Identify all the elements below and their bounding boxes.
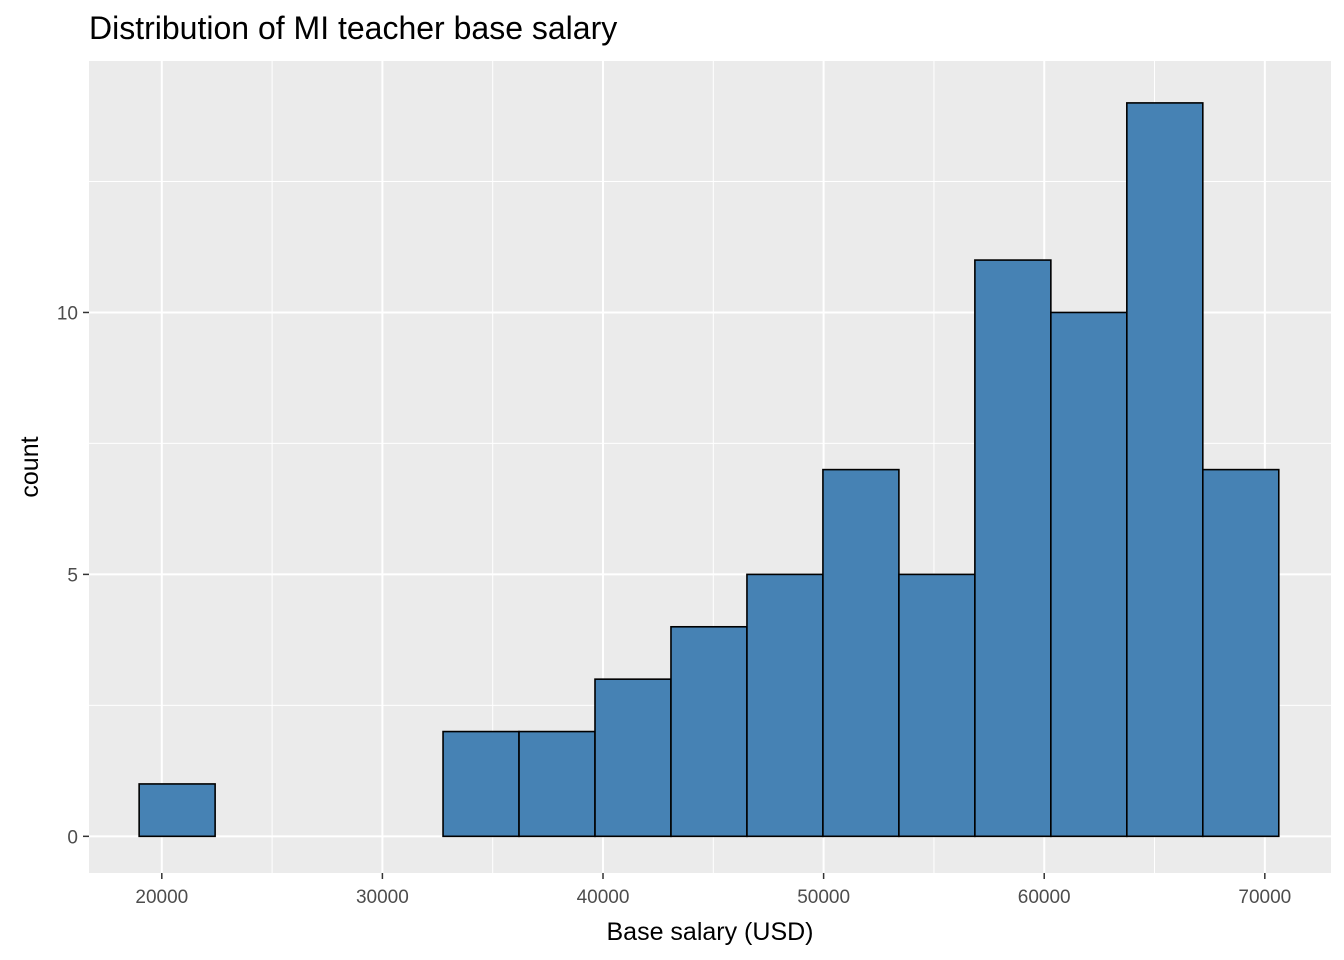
histogram-bar xyxy=(594,678,672,838)
y-tick-label: 0 xyxy=(67,827,78,848)
histogram-bar xyxy=(518,730,596,838)
y-tick-label: 10 xyxy=(57,303,78,324)
histogram-bar xyxy=(822,468,900,838)
histogram-bar xyxy=(974,259,1052,838)
histogram-bars xyxy=(138,102,1280,838)
histogram-bar xyxy=(898,573,976,838)
x-axis-title: Base salary (USD) xyxy=(607,918,814,946)
chart-title: Distribution of MI teacher base salary xyxy=(89,10,618,46)
x-tick-label: 60000 xyxy=(1018,887,1071,908)
y-axis-title: count xyxy=(16,436,44,497)
y-tick-label: 5 xyxy=(67,565,78,586)
histogram-bar xyxy=(1126,102,1204,838)
histogram-bar xyxy=(1202,468,1280,838)
histogram-bar xyxy=(138,783,216,838)
x-axis-ticks: 20000 30000 40000 50000 60000 70000 xyxy=(135,873,1291,908)
x-tick-label: 70000 xyxy=(1238,887,1291,908)
x-tick-label: 20000 xyxy=(135,887,188,908)
histogram-bar xyxy=(442,730,520,838)
x-tick-label: 30000 xyxy=(356,887,409,908)
y-axis-ticks: 0 5 10 xyxy=(57,303,89,848)
x-tick-label: 50000 xyxy=(797,887,850,908)
histogram-bar xyxy=(1050,311,1128,838)
x-tick-label: 40000 xyxy=(577,887,630,908)
histogram-bar xyxy=(746,573,824,838)
histogram-bar xyxy=(670,625,748,838)
